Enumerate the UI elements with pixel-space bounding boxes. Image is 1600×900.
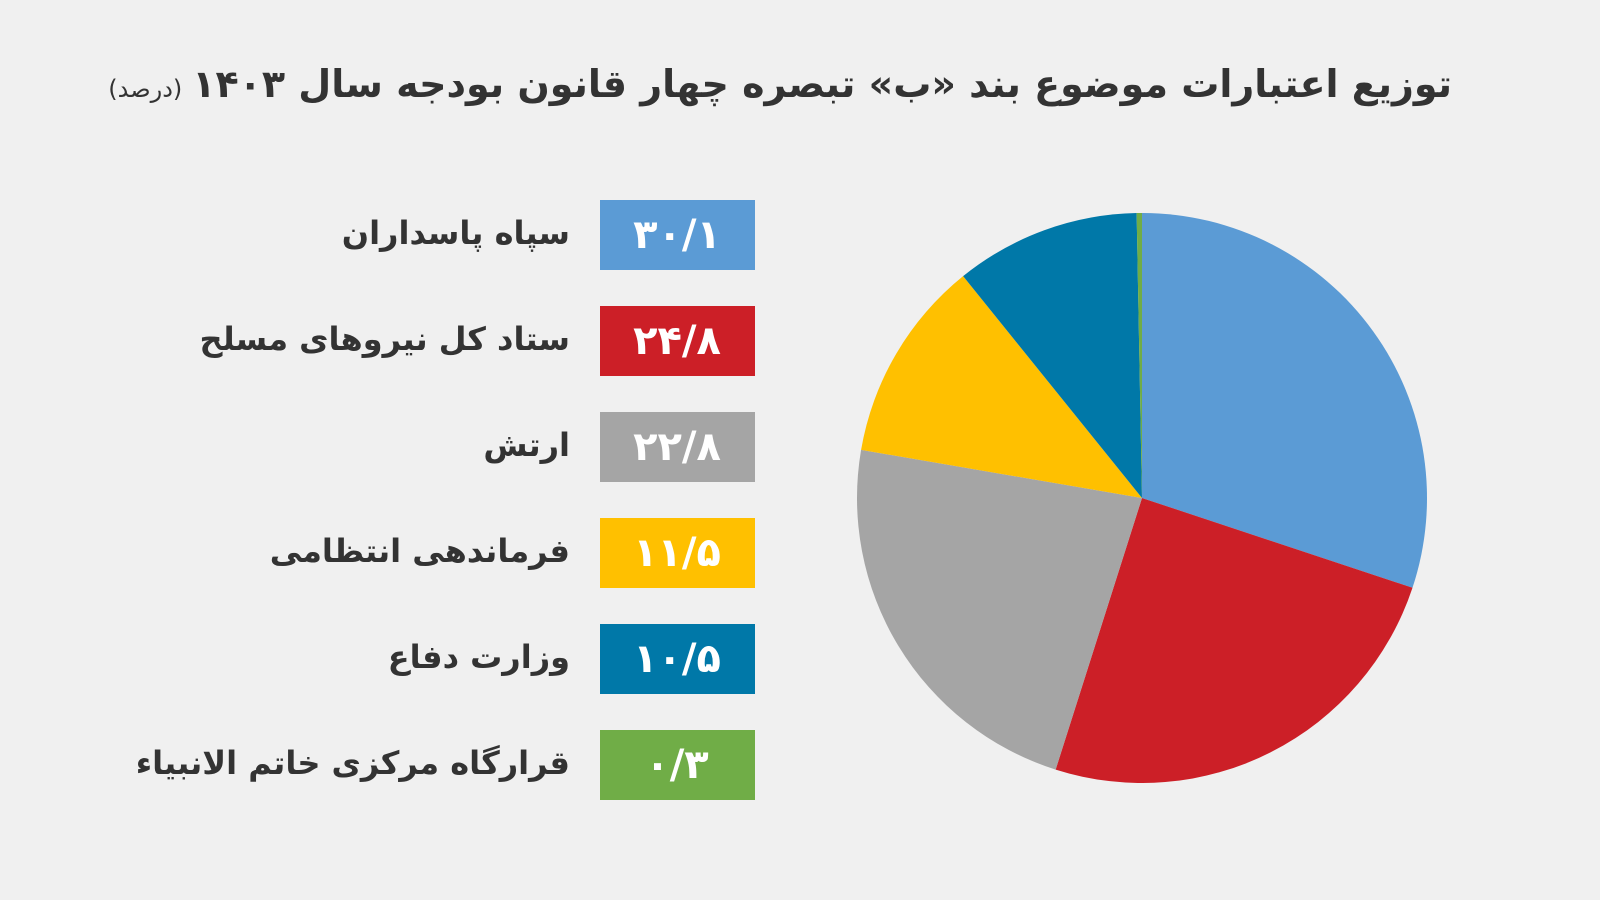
pie-slice xyxy=(1136,213,1142,498)
value-label: ۰/۳ xyxy=(645,742,708,788)
pie-slice xyxy=(857,449,1142,770)
legend-swatch xyxy=(600,306,755,376)
value-label: ۲۲/۸ xyxy=(633,424,721,470)
legend-swatch xyxy=(600,730,755,800)
value-label: ۱۰/۵ xyxy=(633,636,721,682)
legend-swatch xyxy=(600,200,755,270)
pie-slice xyxy=(963,213,1142,498)
legend-swatch xyxy=(600,518,755,588)
legend-swatch xyxy=(600,412,755,482)
title-row: توزیع اعتبارات موضوع بند «ب» تبصره چهار … xyxy=(108,62,1452,106)
legend-label: وزارت دفاع xyxy=(388,638,570,676)
pie-slice xyxy=(861,276,1142,498)
value-label: ۱۱/۵ xyxy=(633,530,721,576)
legend-label: ارتش xyxy=(483,426,570,464)
legend-swatch xyxy=(600,624,755,694)
legend-label: فرماندهی انتظامی xyxy=(270,532,570,570)
legend-label: ستاد کل نیروهای مسلح xyxy=(200,320,570,358)
chart-subtitle: (درصد) xyxy=(108,75,183,103)
legend-label: سپاه پاسداران xyxy=(342,214,570,252)
pie-slice xyxy=(1055,498,1413,784)
pie-slice xyxy=(1142,213,1427,588)
value-label: ۲۴/۸ xyxy=(633,318,721,364)
legend-label: قرارگاه مرکزی خاتم الانبیاء xyxy=(136,744,570,782)
chart-title: توزیع اعتبارات موضوع بند «ب» تبصره چهار … xyxy=(192,62,1452,106)
value-label: ۳۰/۱ xyxy=(633,212,721,258)
